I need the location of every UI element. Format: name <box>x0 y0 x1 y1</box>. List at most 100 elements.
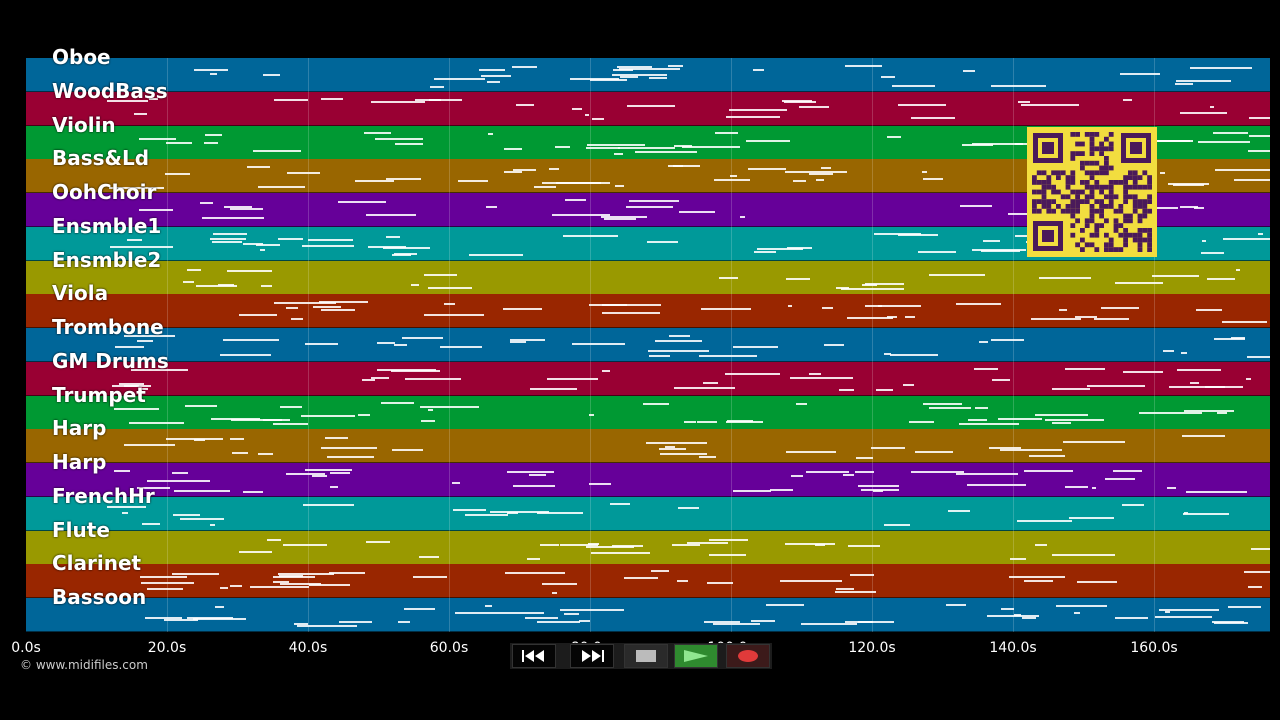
note-segment <box>918 250 956 253</box>
note-segment <box>1204 386 1244 389</box>
note-segment <box>698 355 757 358</box>
note-segment <box>874 233 921 236</box>
qr-code <box>1027 127 1157 257</box>
note-segment <box>321 446 377 449</box>
qr-module <box>1147 247 1152 252</box>
note-segment <box>507 470 554 473</box>
qr-module <box>1132 194 1138 200</box>
qr-module <box>1056 204 1061 209</box>
note-segment <box>229 585 242 588</box>
note-segment <box>929 274 986 277</box>
qr-module <box>1051 208 1056 214</box>
track-lane <box>26 463 1270 497</box>
note-segment <box>505 571 565 574</box>
note-segment <box>109 187 164 190</box>
track-label: Flute <box>52 517 110 542</box>
note-segment <box>617 65 652 68</box>
track-lane <box>26 564 1270 599</box>
note-segment <box>714 131 738 134</box>
qr-module <box>1137 247 1143 252</box>
note-segment <box>124 384 139 387</box>
qr-module <box>1113 228 1119 233</box>
time-tick-label: 60.0s <box>429 640 469 656</box>
qr-module <box>1070 204 1076 209</box>
note-segment <box>589 304 628 307</box>
note-segment <box>967 484 1027 487</box>
note-segment <box>258 186 305 189</box>
note-segment <box>798 106 830 109</box>
note-segment <box>371 377 389 380</box>
rewind-button[interactable] <box>512 644 556 668</box>
qr-module <box>1089 141 1095 147</box>
note-segment <box>1172 184 1204 187</box>
note-segment <box>363 132 391 135</box>
note-segment <box>648 350 709 353</box>
note-segment <box>551 214 611 217</box>
note-segment <box>420 405 479 408</box>
qr-module <box>1070 213 1076 219</box>
fast-forward-button[interactable] <box>570 644 614 668</box>
note-segment <box>587 144 645 146</box>
qr-module <box>1108 141 1114 147</box>
note-segment <box>211 241 243 244</box>
note-segment <box>909 420 935 423</box>
note-segment <box>750 620 776 623</box>
qr-module <box>1147 242 1152 248</box>
qr-module <box>1108 146 1114 152</box>
note-segment <box>1258 233 1264 236</box>
play-button[interactable] <box>674 644 718 668</box>
track-label: Bass&Ld <box>52 146 150 171</box>
note-segment <box>452 482 461 485</box>
note-segment <box>769 489 793 492</box>
qr-module <box>1118 204 1124 209</box>
note-segment <box>134 113 148 116</box>
note-segment <box>122 512 128 515</box>
note-segment <box>220 354 272 357</box>
qr-module <box>1094 146 1100 152</box>
note-segment <box>503 307 542 310</box>
note-segment <box>1181 435 1226 438</box>
note-segment <box>1162 349 1174 352</box>
qr-module <box>1075 242 1080 248</box>
qr-module <box>1108 242 1114 248</box>
qr-module <box>1123 194 1128 200</box>
qr-module <box>1132 204 1138 209</box>
note-segment <box>479 68 505 71</box>
note-segment <box>277 238 304 241</box>
note-segment <box>329 485 339 488</box>
note-segment <box>1228 605 1262 608</box>
note-segment <box>876 389 893 392</box>
qr-module <box>1128 232 1133 238</box>
note-segment <box>1158 609 1220 612</box>
note-segment <box>272 581 290 584</box>
note-segment <box>272 422 309 425</box>
qr-module <box>1104 156 1109 161</box>
note-segment <box>602 370 611 372</box>
note-segment <box>618 68 680 71</box>
note-segment <box>686 541 728 544</box>
qr-module <box>1147 180 1152 185</box>
qr-module <box>1113 208 1119 214</box>
note-segment <box>1175 80 1232 83</box>
note-segment <box>110 246 174 249</box>
note-segment <box>1230 336 1246 339</box>
note-segment <box>865 283 904 286</box>
qr-module <box>1089 151 1095 156</box>
qr-module <box>1094 170 1100 176</box>
note-segment <box>365 540 390 543</box>
note-segment <box>1035 413 1088 416</box>
note-segment <box>1164 611 1171 614</box>
note-segment <box>725 421 763 424</box>
note-segment <box>226 270 273 273</box>
note-segment <box>328 572 366 575</box>
note-segment <box>959 422 1019 425</box>
track-label: Oboe <box>52 45 111 69</box>
qr-module <box>1075 218 1080 224</box>
note-segment <box>126 239 142 242</box>
qr-module <box>1032 204 1037 209</box>
record-button[interactable] <box>726 644 770 668</box>
note-segment <box>959 204 992 207</box>
qr-module <box>1137 184 1143 190</box>
note-segment <box>274 98 308 101</box>
stop-button[interactable] <box>624 644 668 668</box>
